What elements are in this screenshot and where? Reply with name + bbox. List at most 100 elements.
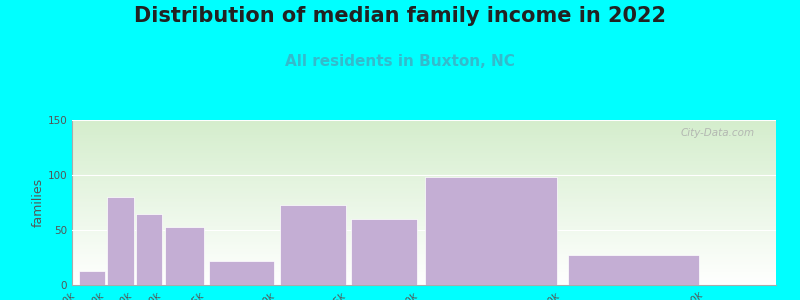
Bar	[72, 245, 776, 247]
Bar	[72, 214, 776, 216]
Bar	[72, 216, 776, 217]
Bar	[72, 136, 776, 138]
Bar	[72, 176, 776, 178]
Bar	[72, 212, 776, 214]
Bar	[72, 197, 776, 199]
Bar	[72, 272, 776, 274]
Bar	[72, 120, 776, 122]
Bar	[72, 128, 776, 130]
Bar	[72, 254, 776, 255]
Bar	[72, 283, 776, 285]
Bar	[72, 234, 776, 236]
Text: Distribution of median family income in 2022: Distribution of median family income in …	[134, 6, 666, 26]
Bar	[72, 171, 776, 173]
Bar	[72, 239, 776, 241]
Bar	[72, 202, 776, 204]
Bar	[72, 153, 776, 154]
Bar	[72, 163, 776, 164]
Bar	[72, 122, 776, 123]
Bar	[107, 197, 134, 285]
Bar	[72, 274, 776, 275]
Bar	[72, 131, 776, 133]
Bar	[72, 270, 776, 272]
Bar	[72, 191, 776, 193]
Bar	[72, 252, 776, 254]
Bar	[72, 181, 776, 183]
Bar	[72, 204, 776, 206]
Bar	[72, 268, 776, 270]
Bar	[72, 226, 776, 227]
Bar	[72, 229, 776, 230]
Bar	[72, 184, 776, 186]
Bar	[165, 227, 204, 285]
Bar	[72, 146, 776, 148]
Bar	[426, 177, 557, 285]
Bar	[72, 183, 776, 184]
Bar	[72, 140, 776, 141]
Bar	[72, 160, 776, 161]
Bar	[72, 244, 776, 245]
Bar	[72, 133, 776, 135]
Bar	[72, 194, 776, 196]
Bar	[72, 141, 776, 143]
Bar	[72, 164, 776, 166]
Bar	[72, 242, 776, 244]
Bar	[72, 224, 776, 226]
Bar	[72, 135, 776, 137]
Bar	[72, 166, 776, 168]
Bar	[72, 222, 776, 224]
Bar	[72, 145, 776, 146]
Bar	[72, 173, 776, 174]
Bar	[72, 168, 776, 169]
Bar	[72, 169, 776, 171]
Bar	[209, 261, 274, 285]
Bar	[72, 282, 776, 283]
Bar	[72, 241, 776, 242]
Bar	[72, 255, 776, 257]
Bar	[72, 257, 776, 259]
Bar	[72, 125, 776, 127]
Bar	[568, 255, 699, 285]
Bar	[72, 206, 776, 207]
Bar	[72, 127, 776, 128]
Bar	[72, 186, 776, 188]
Text: All residents in Buxton, NC: All residents in Buxton, NC	[285, 54, 515, 69]
Bar	[72, 209, 776, 211]
Bar	[72, 227, 776, 229]
Bar	[72, 189, 776, 191]
Bar	[72, 138, 776, 140]
Bar	[72, 232, 776, 234]
Bar	[72, 277, 776, 278]
Bar	[79, 271, 105, 285]
Bar	[72, 193, 776, 194]
Bar	[72, 178, 776, 179]
Bar	[72, 174, 776, 176]
Bar	[72, 265, 776, 267]
Bar	[72, 156, 776, 158]
Bar	[72, 158, 776, 160]
Bar	[72, 263, 776, 265]
Bar	[72, 217, 776, 219]
Text: City-Data.com: City-Data.com	[681, 128, 755, 138]
Y-axis label: families: families	[32, 178, 45, 227]
Bar	[72, 219, 776, 220]
Bar	[72, 123, 776, 125]
Bar	[72, 249, 776, 250]
Bar	[72, 207, 776, 209]
Bar	[72, 161, 776, 163]
Bar	[72, 230, 776, 232]
Bar	[72, 278, 776, 280]
Bar	[72, 196, 776, 197]
Bar	[72, 179, 776, 181]
Bar	[72, 250, 776, 252]
Bar	[72, 237, 776, 239]
Bar	[72, 150, 776, 151]
Bar	[72, 236, 776, 237]
Bar	[72, 199, 776, 201]
Bar	[72, 188, 776, 189]
Bar	[72, 260, 776, 262]
Bar	[351, 219, 417, 285]
Bar	[72, 201, 776, 203]
Bar	[72, 154, 776, 156]
Bar	[72, 275, 776, 277]
